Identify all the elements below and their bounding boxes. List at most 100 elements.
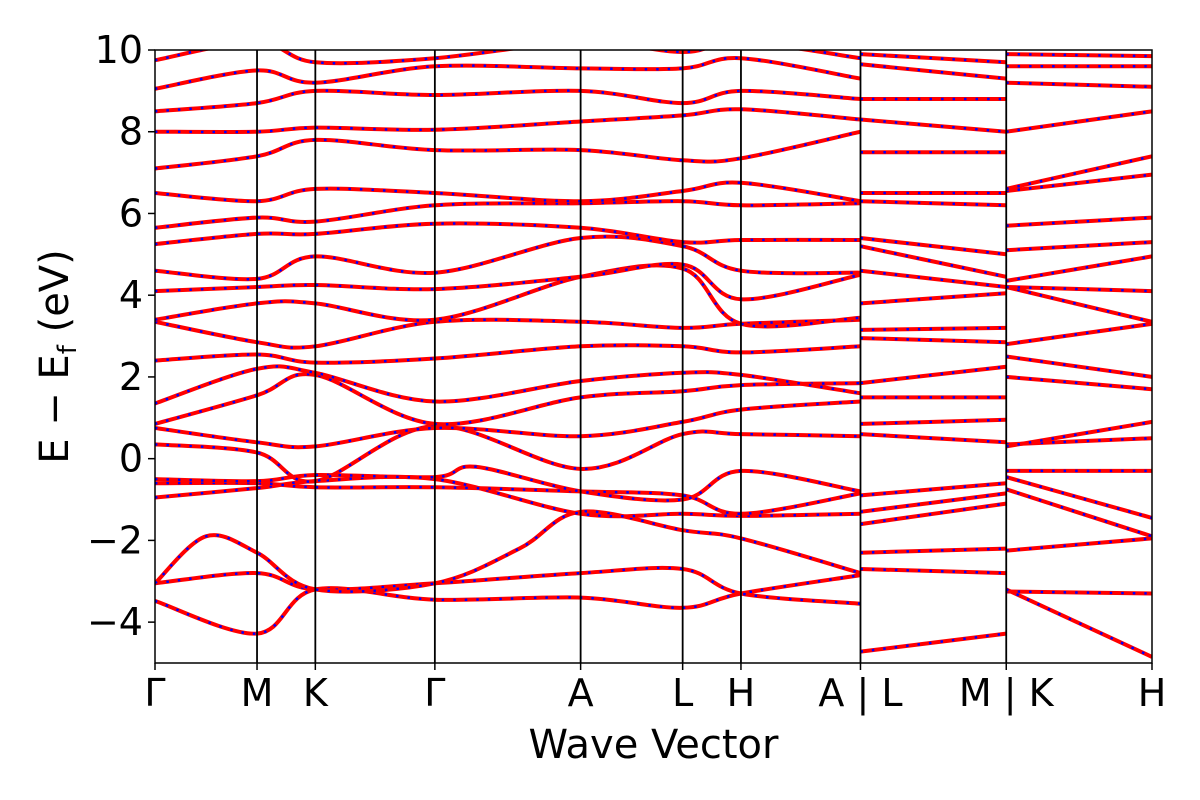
y-tick-label-6: 8 — [119, 110, 143, 154]
band-9-segment-0-blue — [155, 365, 861, 405]
band-5-segment-2-blue — [1005, 488, 1152, 538]
x-tick-label-8: M | K — [959, 671, 1055, 716]
band-18-segment-0-blue — [155, 130, 861, 170]
x-tick-label-4: A — [568, 671, 594, 715]
band-15-segment-0-red — [155, 221, 861, 247]
band-14-segment-0-blue — [155, 235, 861, 281]
band-19-segment-0-blue — [155, 108, 861, 134]
band-7-segment-0-red — [155, 399, 861, 450]
bands-layer — [155, 50, 1152, 659]
band-0-segment-1-red — [860, 631, 1007, 654]
band-17-segment-0-red — [155, 180, 861, 204]
band-12-segment-0-blue — [155, 264, 861, 328]
band-0-segment-2-red — [1006, 589, 1152, 596]
band-16-segment-2-red — [1005, 172, 1152, 193]
band-14-segment-1-blue — [860, 244, 1007, 279]
band-10-segment-0-red — [155, 343, 861, 365]
band-14-segment-2-red — [1006, 240, 1152, 253]
band-12-segment-2-red — [1006, 285, 1152, 294]
x-tick-label-3: Γ — [424, 671, 445, 715]
band-1-segment-1-red — [860, 546, 1007, 555]
band-0-segment-0-red — [155, 573, 861, 636]
y-tick-label-5: 6 — [119, 191, 143, 235]
band-21-segment-2-red — [1006, 52, 1152, 59]
x-tick-label-1: M — [241, 671, 274, 715]
band-18-segment-2-red — [1005, 109, 1152, 134]
band-9-segment-2-red — [1005, 354, 1152, 379]
band-13-segment-0-red — [155, 261, 861, 302]
band-13-segment-2-blue — [1005, 255, 1152, 283]
band-15-segment-2-red — [1006, 215, 1152, 228]
band-13-segment-2-red — [1005, 254, 1152, 283]
band-9-segment-2-blue — [1006, 355, 1152, 379]
band-14-segment-0-red — [155, 234, 861, 282]
band-3-segment-1-red — [860, 501, 1007, 527]
x-tick-label-6: H — [727, 671, 756, 715]
x-axis-label: Wave Vector — [529, 722, 780, 768]
band-13-segment-1-red — [860, 268, 1007, 289]
band-18-segment-2-blue — [1006, 110, 1152, 133]
x-tick-label-5: L — [672, 671, 693, 715]
y-axis-label-subscript: f — [53, 344, 83, 354]
band-12-segment-0-red — [155, 263, 861, 329]
band-6-segment-1-red — [860, 432, 1007, 445]
band-0-segment-0-blue — [155, 573, 861, 635]
band-22-segment-1-red — [860, 52, 1007, 65]
band-2-segment-2-red — [1006, 536, 1152, 553]
band-16-segment-0-red — [155, 199, 861, 230]
band-3-segment-0-blue — [155, 475, 861, 518]
band-19-segment-2-red — [1006, 80, 1152, 89]
band-21-segment-0-red — [155, 56, 861, 91]
y-tick-label-4: 4 — [119, 273, 143, 317]
band-8-segment-0-red — [155, 372, 861, 427]
x-tick-label-0: Γ — [144, 671, 165, 715]
band-20-segment-0-red — [155, 88, 861, 114]
band-21-segment-1-red — [860, 62, 1007, 81]
band-5-segment-1-red — [860, 491, 1007, 514]
band-8-segment-0-blue — [155, 372, 861, 426]
band-1-segment-0-blue — [155, 566, 861, 605]
band-17-segment-2-blue — [1005, 155, 1152, 191]
band-21-segment-0-blue — [155, 56, 861, 91]
band-12-segment-1-red — [860, 291, 1007, 306]
x-tick-label-2: K — [303, 671, 329, 715]
band-9-segment-1-red — [860, 364, 1007, 386]
plot-frame — [154, 49, 1153, 664]
y-tick-label-2: 0 — [119, 437, 143, 481]
band-10-segment-2-blue — [1006, 322, 1152, 346]
band-8-segment-2-red — [1006, 374, 1152, 392]
band-5-segment-1-blue — [860, 492, 1007, 514]
y-tick-label-7: 10 — [95, 28, 143, 72]
band-6-segment-0-red — [155, 423, 861, 484]
x-tick-label-7: A | L — [818, 671, 902, 716]
band-2-segment-0-red — [155, 509, 862, 594]
band-13-segment-0-blue — [155, 262, 861, 301]
band-3-segment-2-blue — [1005, 475, 1152, 520]
band-1-segment-2-blue — [1005, 588, 1152, 659]
band-11-segment-1-red — [860, 325, 1007, 332]
y-axis-label-unit: (eV) — [32, 249, 78, 345]
band-2-segment-1-red — [860, 567, 1007, 576]
band-3-segment-1-blue — [860, 502, 1007, 526]
band-10-segment-1-red — [860, 336, 1007, 345]
band-16-segment-1-red — [860, 199, 1007, 208]
x-tick-label-9: H — [1138, 671, 1167, 715]
band-11-segment-0-red — [155, 317, 861, 350]
band-15-segment-1-red — [860, 236, 1007, 257]
band-0-segment-1-blue — [860, 632, 1007, 653]
y-tick-label-3: 2 — [119, 355, 143, 399]
kpoint-lines — [256, 50, 1008, 663]
band-7-segment-1-red — [860, 417, 1007, 426]
y-axis: −4 −2 0 2 4 6 8 10 — [87, 28, 155, 644]
band-11-segment-2-blue — [1005, 285, 1152, 324]
y-axis-label-main: E − E — [32, 354, 78, 464]
band-19-segment-0-red — [155, 107, 861, 135]
band-19-segment-1-red — [860, 117, 1007, 134]
band-10-segment-2-red — [1005, 321, 1152, 347]
y-axis-label: E − Ef (eV) — [32, 249, 83, 464]
band-4-segment-1-red — [860, 481, 1007, 498]
y-tick-label-1: −2 — [87, 518, 143, 562]
y-tick-label-0: −4 — [87, 600, 143, 644]
